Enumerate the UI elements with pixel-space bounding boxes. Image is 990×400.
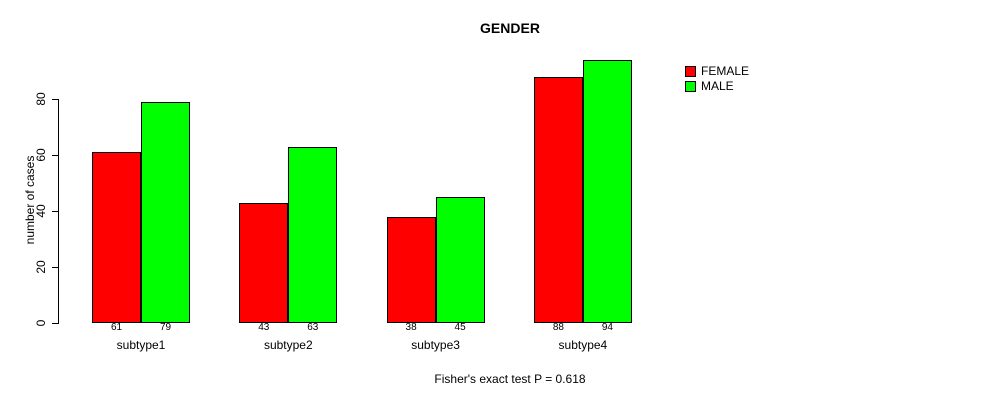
y-tick-mark (52, 155, 58, 156)
bar-female-subtype1 (92, 152, 141, 323)
bar-female-subtype2 (239, 203, 289, 323)
bar-value-label: 43 (258, 322, 270, 333)
legend-item-label: MALE (701, 79, 734, 93)
caption-text: Fisher's exact test P = 0.618 (434, 372, 586, 386)
y-tick-label: 60 (34, 148, 48, 162)
bar-value-label: 38 (405, 322, 417, 333)
legend-item-label: FEMALE (701, 64, 750, 78)
y-tick-mark (52, 99, 58, 100)
bar-female-subtype4 (533, 77, 583, 323)
x-category-label-subtype4: subtype4 (558, 338, 608, 352)
legend-swatch-male (685, 80, 696, 92)
bar-value-label: 63 (307, 322, 319, 333)
bar-male-subtype2 (288, 147, 338, 323)
bar-value-label: 61 (110, 322, 123, 333)
y-tick-label: 0 (34, 319, 48, 327)
y-axis-line (58, 99, 59, 324)
x-category-label-subtype1: subtype1 (116, 338, 166, 352)
bar-value-label: 45 (454, 322, 466, 333)
x-category-label-subtype2: subtype2 (263, 338, 313, 352)
bar-male-subtype4 (582, 60, 632, 323)
x-category-label-subtype3: subtype3 (411, 338, 460, 352)
bar-value-label: 94 (601, 322, 613, 333)
legend-item-female: FEMALE (685, 64, 749, 78)
y-axis-label: number of cases (23, 155, 37, 245)
y-tick-mark (52, 323, 58, 324)
legend-swatch-female (685, 65, 696, 77)
bar-value-label: 88 (552, 322, 564, 333)
bar-value-label: 79 (159, 322, 172, 333)
y-tick-mark (52, 267, 58, 268)
y-tick-mark (52, 211, 58, 212)
y-tick-label: 80 (34, 92, 48, 106)
legend-item-male: MALE (685, 79, 749, 93)
y-tick-label: 40 (34, 204, 48, 218)
bar-female-subtype3 (386, 217, 436, 323)
bar-male-subtype1 (141, 102, 190, 323)
bar-male-subtype3 (435, 197, 485, 323)
legend: FEMALE MALE (685, 64, 749, 94)
y-tick-label: 20 (34, 260, 48, 274)
chart-title: GENDER (480, 20, 540, 36)
